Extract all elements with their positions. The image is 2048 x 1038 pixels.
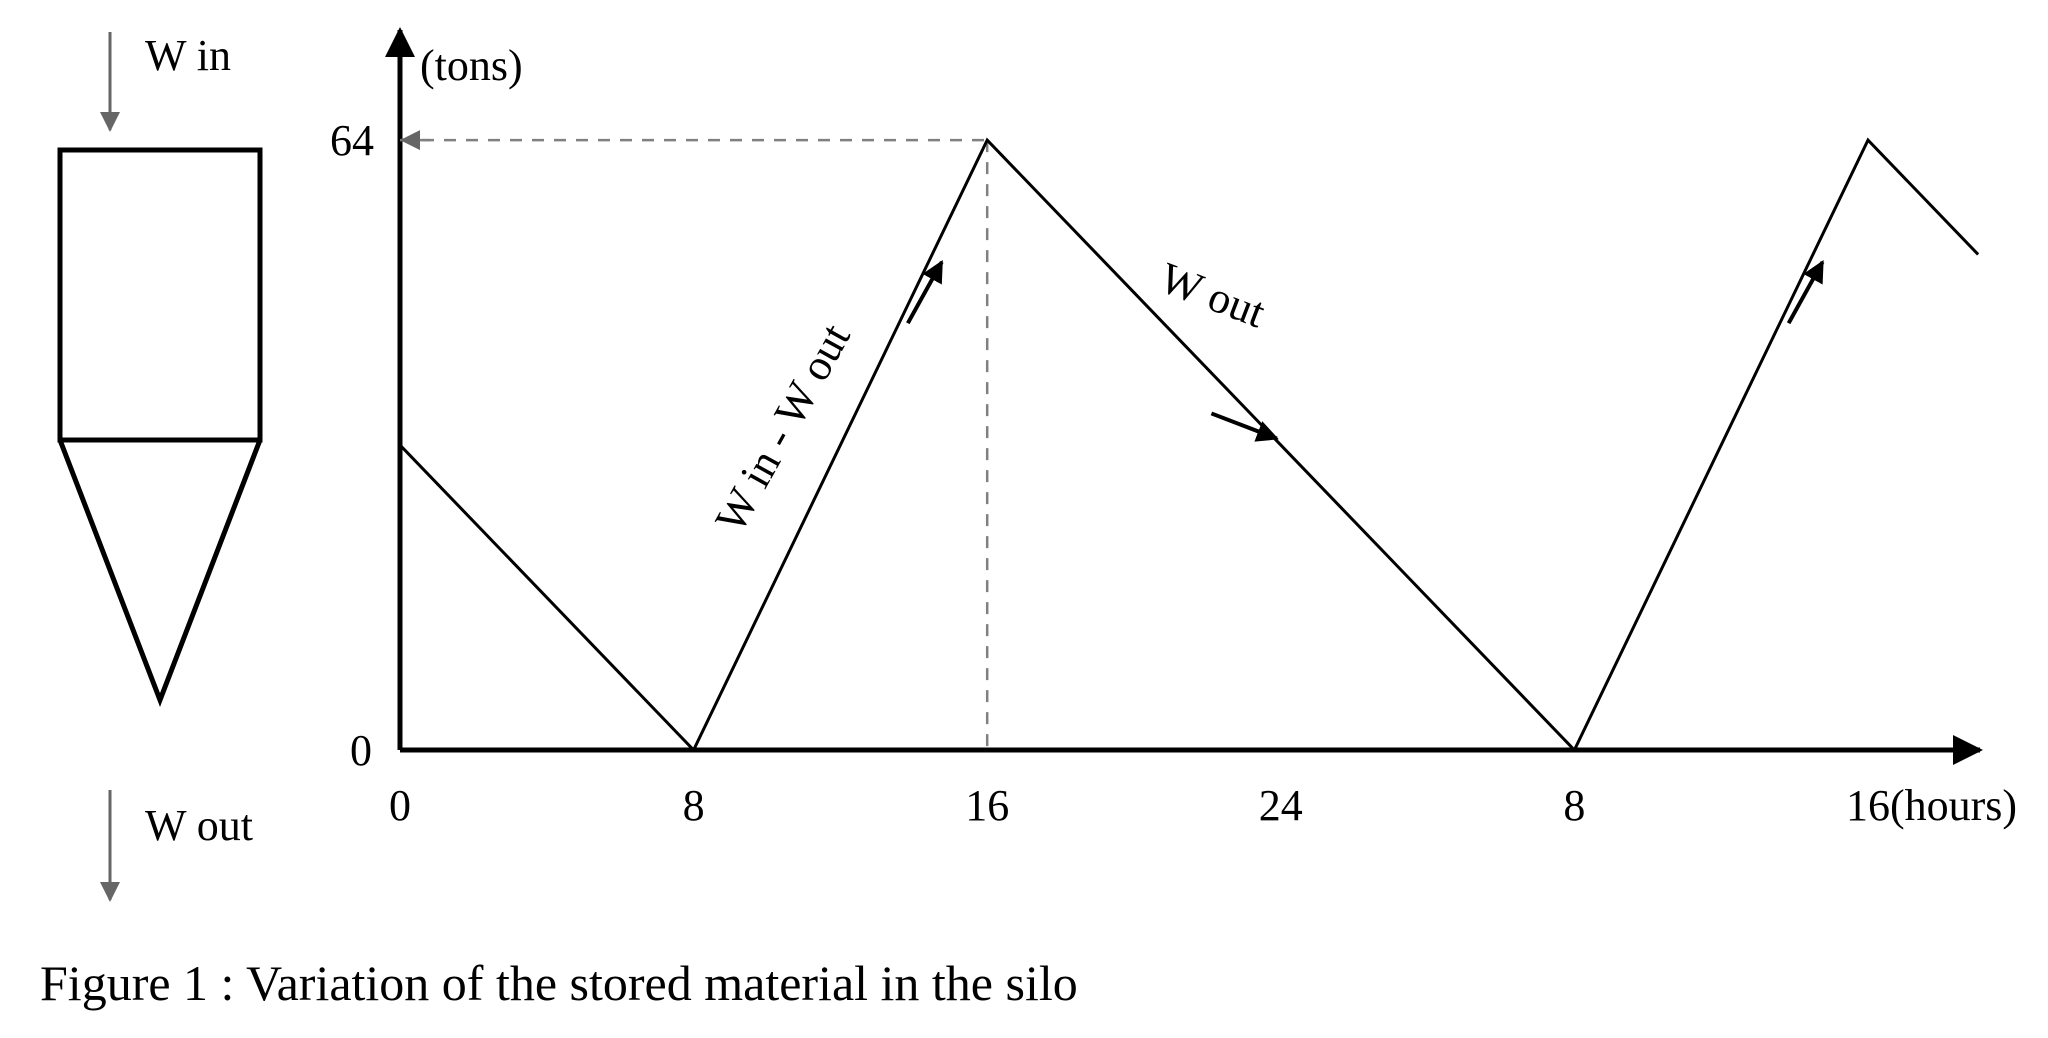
x-tick-label: 8 [1563,781,1585,830]
stored-material-series [400,140,1978,750]
direction-arrow [1211,413,1276,438]
x-tick-label: 24 [1259,781,1303,830]
x-axis-unit: (hours) [1890,781,2017,830]
y-tick-label: 64 [330,116,374,165]
segment-label: W in - W out [706,316,860,541]
x-tick-label: 8 [683,781,705,830]
figure-caption: Figure 1 : Variation of the stored mater… [40,955,1078,1011]
x-tick-label: 16 [965,781,1009,830]
y-axis-unit: (tons) [420,41,523,90]
silo-wout-label: W out [145,801,253,850]
y-tick-label: 0 [350,726,372,775]
segment-label: W out [1153,253,1271,337]
silo-win-label: W in [145,31,231,80]
x-tick-label: 16 [1846,781,1890,830]
figure-svg: W in W out (tons) (hours) 64 00 8 16 24 8 16 W in -… [0,0,2048,1038]
silo-outline [60,150,260,700]
x-tick-label: 0 [389,781,411,830]
